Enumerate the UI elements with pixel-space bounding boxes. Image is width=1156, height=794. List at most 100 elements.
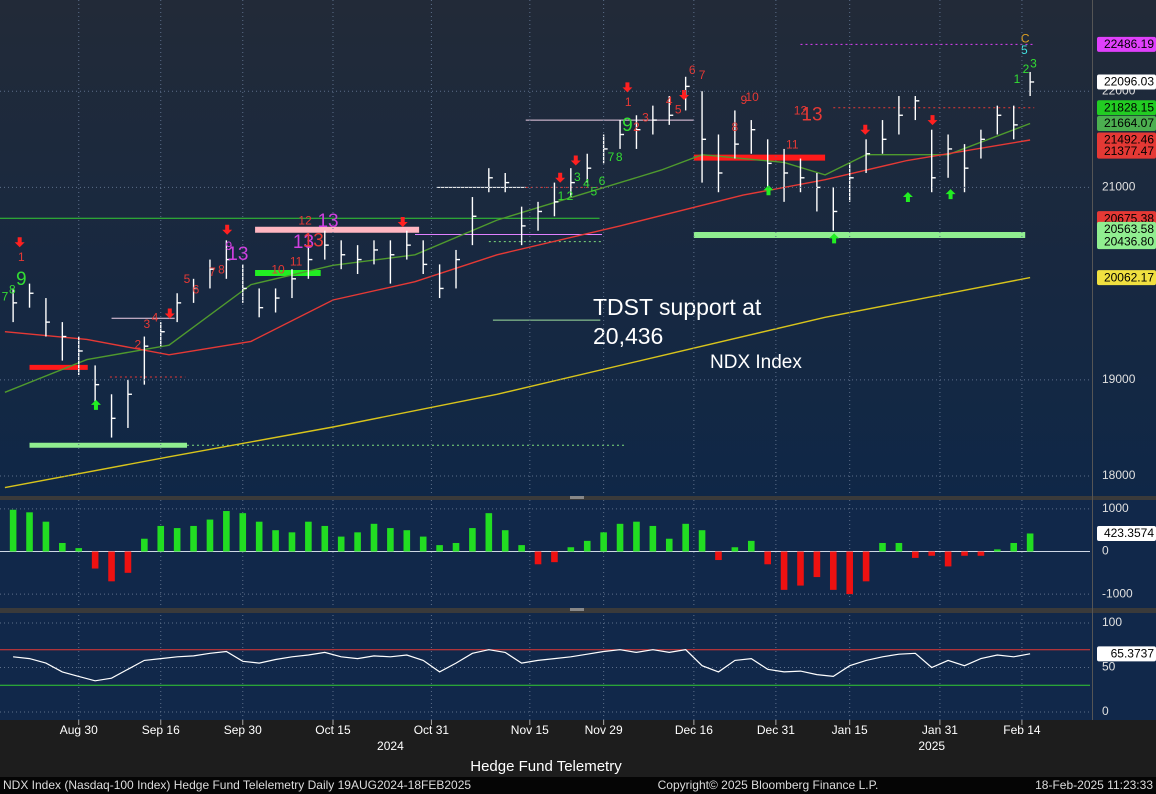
histogram-bar	[26, 512, 33, 552]
value-tag-label: 21377.47	[1104, 144, 1154, 158]
value-tag-label: 21492.46	[1104, 133, 1154, 147]
histogram-bar	[190, 525, 197, 552]
td-count: 5	[184, 272, 191, 286]
td-count: 7	[608, 150, 615, 164]
value-tag-label: 65.3737	[1111, 646, 1155, 660]
histogram-bar	[255, 521, 263, 552]
histogram-bar	[649, 525, 657, 552]
histogram-bar	[633, 521, 640, 552]
td-count: 10	[745, 90, 759, 104]
value-tag	[1097, 270, 1156, 286]
td-count: 5	[1021, 43, 1028, 57]
td-count: 6	[689, 63, 696, 77]
value-tag	[1097, 143, 1156, 159]
signal-arrow	[679, 90, 690, 101]
histogram-bar	[206, 519, 214, 552]
signal-arrow	[902, 192, 913, 203]
value-tag-label: 20563.58	[1104, 222, 1154, 236]
td-count: 11	[786, 137, 799, 151]
histogram-bar	[337, 536, 345, 552]
value-tag-label: 22486.19	[1104, 37, 1154, 51]
histogram-bar	[59, 542, 66, 552]
signal-arrow	[90, 399, 101, 410]
histogram-bar	[272, 530, 279, 552]
y-tick-label: 18000	[1102, 468, 1136, 482]
signal-arrow	[860, 124, 871, 135]
histogram-bar	[994, 549, 1001, 552]
histogram-bar	[452, 542, 460, 552]
signal-arrow	[829, 233, 840, 244]
td-count: 6	[599, 174, 606, 188]
td-count: 7	[2, 289, 9, 303]
histogram-bar	[469, 528, 476, 552]
histogram-bar	[567, 547, 575, 552]
y-tick-label: 21000	[1102, 180, 1136, 194]
histogram-bar	[829, 551, 837, 590]
td-count: 5	[675, 103, 682, 117]
td-count: 7	[209, 265, 216, 279]
td-count: 3	[1030, 56, 1037, 70]
histogram-bar	[370, 523, 378, 552]
y-tick-label: 0	[1102, 544, 1109, 558]
histogram-bar	[518, 545, 525, 552]
td-count: 5	[590, 184, 597, 198]
td-count: 2	[633, 120, 640, 134]
td-count: 13	[293, 232, 314, 253]
histogram-bar	[715, 551, 722, 561]
td-count: 1	[18, 250, 25, 264]
histogram-bar	[485, 513, 493, 552]
value-tag	[1097, 221, 1156, 237]
histogram-bar	[354, 532, 361, 552]
rsi-panel	[0, 613, 1156, 720]
signal-arrow	[397, 217, 408, 228]
histogram-bar	[1026, 533, 1034, 552]
td-count: 8	[9, 283, 16, 297]
value-tag	[1097, 36, 1156, 52]
y-tick-label: 100	[1102, 615, 1122, 629]
signal-arrow	[555, 172, 566, 183]
signal-arrow	[570, 155, 581, 166]
histogram-bar	[600, 532, 607, 552]
histogram-bar	[616, 523, 624, 552]
x-tick-label: Jan 15	[832, 723, 868, 737]
moving-average	[4, 276, 1031, 489]
note: TDST support at	[593, 294, 762, 320]
histogram-bar	[157, 525, 165, 552]
td-count: 1	[558, 189, 565, 203]
x-tick-label: Feb 14	[1003, 723, 1041, 737]
histogram-bar	[780, 551, 788, 590]
td-count: 10	[271, 262, 285, 276]
td-count: 6	[193, 283, 200, 297]
td-count: 4	[666, 94, 673, 108]
value-tag-label: 22096.03	[1104, 75, 1154, 89]
value-tag-label: 21828.15	[1104, 100, 1154, 114]
value-tag-label: 21664.07	[1104, 116, 1154, 130]
year-label: 2025	[918, 739, 945, 753]
x-tick-label: Nov 15	[511, 723, 549, 737]
signal-arrow	[763, 185, 774, 196]
value-tag-label: 20436.80	[1104, 234, 1154, 248]
histogram-bar	[141, 538, 148, 552]
value-tag	[1097, 646, 1156, 662]
x-tick-label: Oct 31	[414, 723, 450, 737]
value-tag	[1097, 116, 1156, 132]
histogram-bar	[403, 530, 411, 552]
td-count: 2	[1023, 62, 1030, 76]
td-count: 13	[801, 104, 822, 125]
histogram-bar	[321, 525, 329, 552]
histogram-bar	[239, 513, 247, 552]
note: NDX Index	[710, 352, 802, 373]
histogram-bar	[108, 551, 115, 582]
separator-handle	[570, 496, 584, 499]
histogram-bar	[846, 551, 853, 595]
histogram-bar	[944, 551, 952, 567]
x-tick-label: Oct 15	[315, 723, 351, 737]
histogram-bar	[124, 551, 132, 573]
signal-arrow	[927, 115, 938, 126]
histogram-bar	[288, 532, 296, 552]
value-tag	[1097, 525, 1156, 541]
signal-arrow	[622, 82, 633, 93]
note: 20,436	[593, 323, 663, 349]
